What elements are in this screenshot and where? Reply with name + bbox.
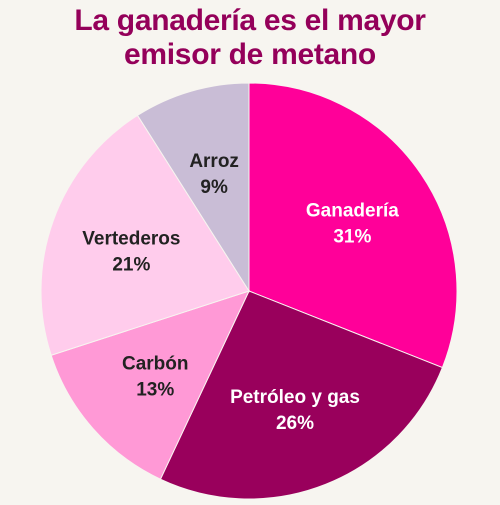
- pie-slice-arroz: [136, 82, 250, 293]
- pie-slice-vertederos: [40, 114, 250, 356]
- chart-title-line-1: La ganadería es el mayor: [74, 4, 426, 37]
- pie-slice-carbon: [50, 290, 250, 480]
- pie-slice-ganaderia: [248, 82, 458, 369]
- pie-slice-petroleo-y-gas: [159, 290, 444, 500]
- slice-value-carbon: 13%: [136, 380, 174, 401]
- slice-label-carbon: Carbón: [122, 354, 189, 375]
- chart-title: La ganadería es el mayor emisor de metan…: [0, 4, 500, 72]
- slice-label-petroleo-y-gas: Petróleo y gas: [230, 387, 360, 408]
- slice-value-ganaderia: 31%: [333, 227, 371, 248]
- slice-label-ganaderia: Ganadería: [306, 201, 399, 222]
- slice-label-arroz: Arroz: [189, 151, 239, 172]
- slice-label-vertederos: Vertederos: [82, 229, 180, 250]
- slice-value-arroz: 9%: [200, 177, 228, 198]
- slice-value-petroleo-y-gas: 26%: [276, 413, 314, 434]
- chart-title-line-2: emisor de metano: [124, 38, 376, 71]
- slice-value-vertederos: 21%: [112, 255, 150, 276]
